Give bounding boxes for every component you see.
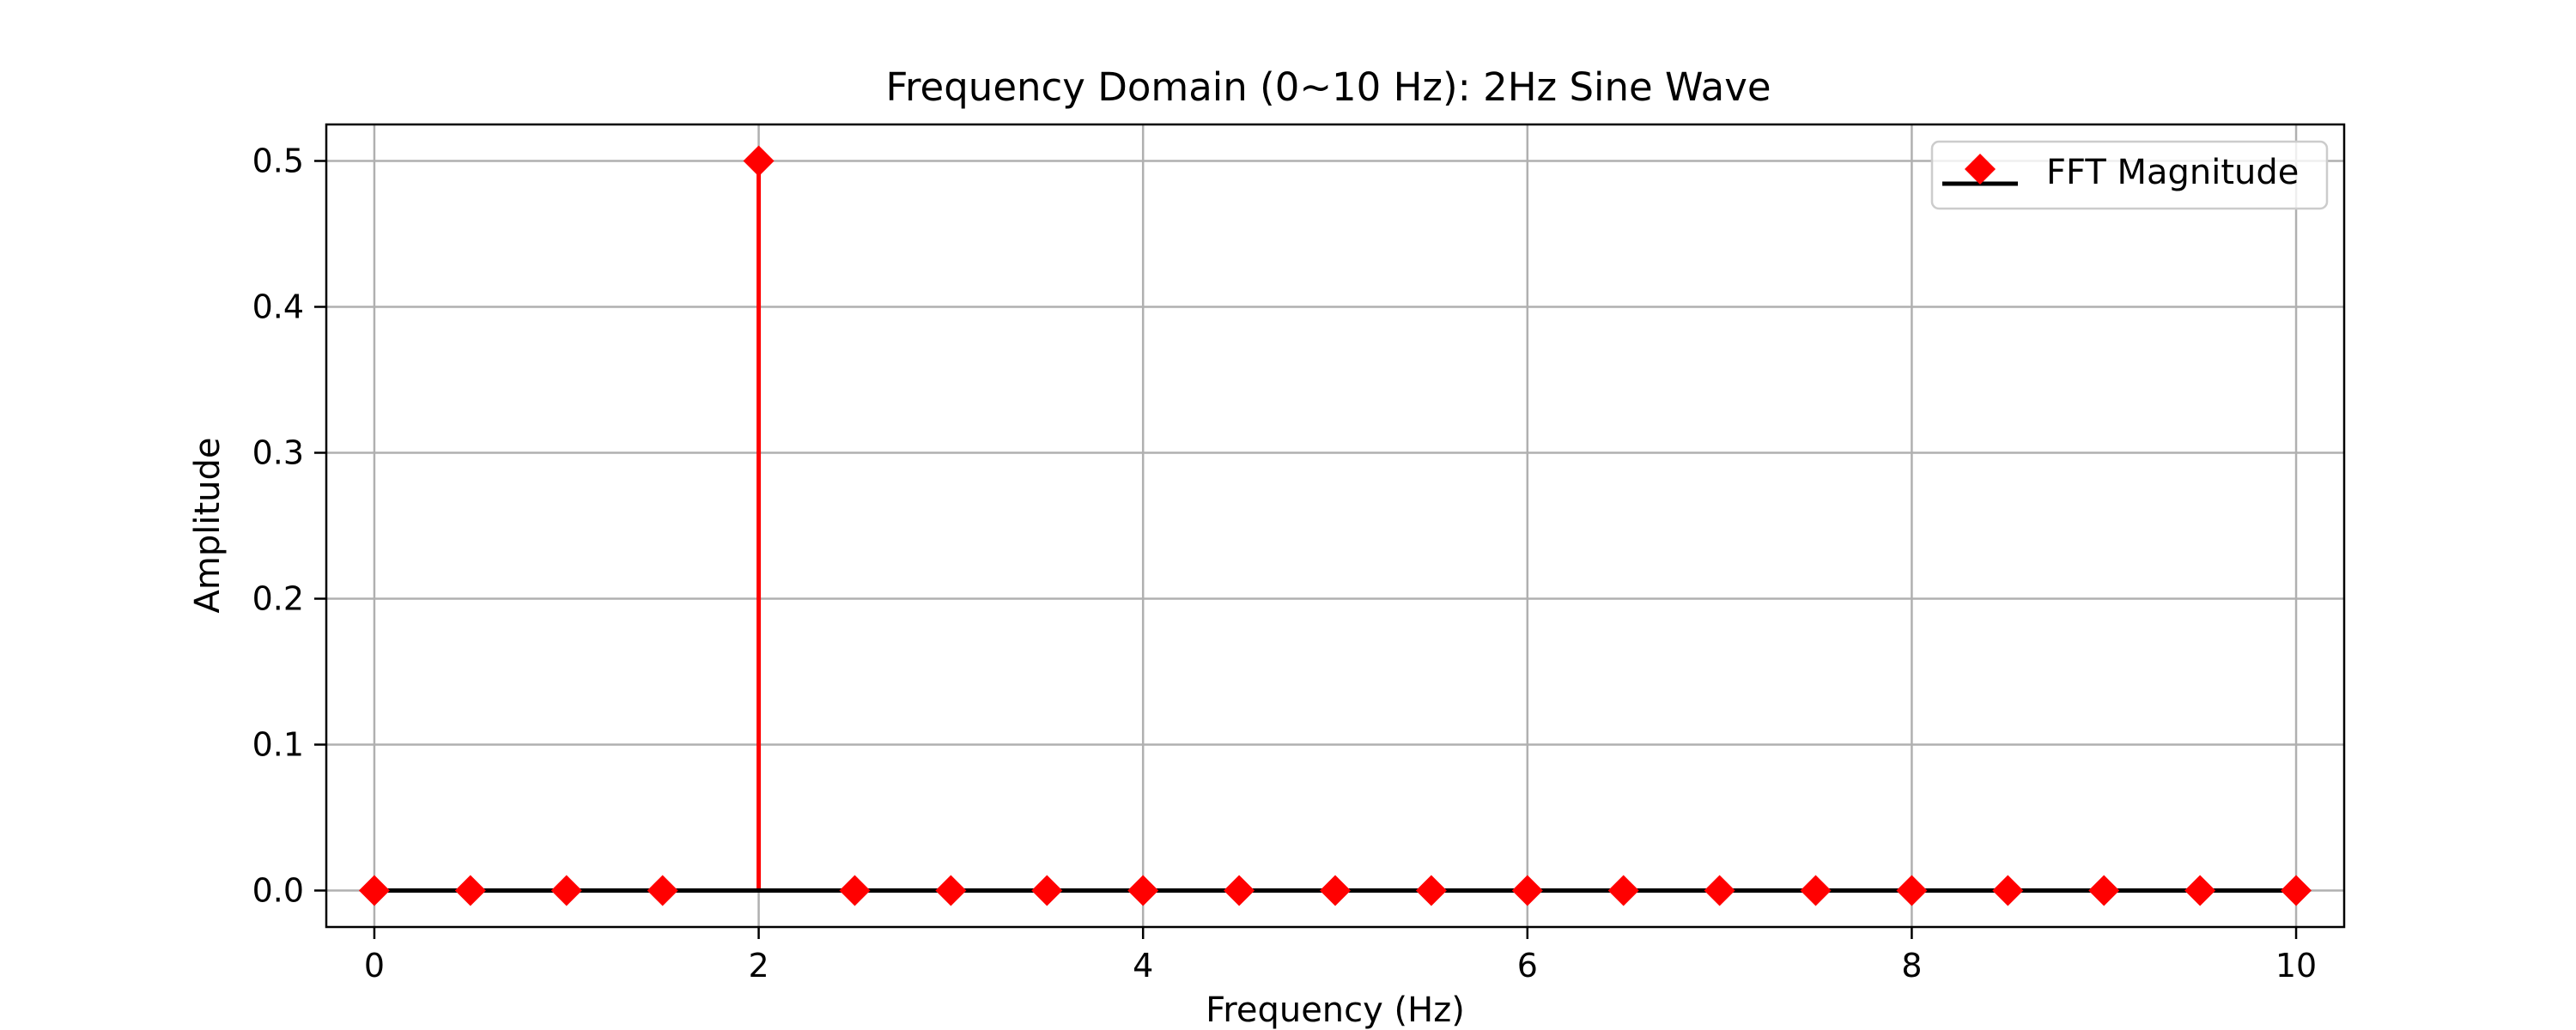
y-tick-label: 0.3 bbox=[252, 434, 304, 472]
data-point-marker bbox=[935, 875, 967, 906]
data-point-marker bbox=[1320, 875, 1351, 906]
x-tick-label: 8 bbox=[1901, 947, 1922, 985]
legend-box bbox=[1930, 140, 2329, 210]
data-point-marker bbox=[2281, 875, 2312, 906]
y-axis-label: Amplitude bbox=[188, 438, 228, 614]
data-point-marker bbox=[743, 145, 775, 177]
data-point-marker bbox=[1896, 875, 1928, 906]
y-tick-label: 0.1 bbox=[252, 726, 304, 764]
x-axis-ticks: 0 2 4 6 8 10 bbox=[364, 927, 2317, 985]
data-point-marker bbox=[550, 875, 582, 906]
data-point-marker bbox=[2088, 875, 2120, 906]
data-point-marker bbox=[1127, 875, 1159, 906]
legend: FFT Magnitude bbox=[1930, 140, 2329, 210]
data-point-marker bbox=[1511, 875, 1543, 906]
data-point-marker bbox=[1607, 875, 1639, 906]
x-axis-label: Frequency (Hz) bbox=[1206, 991, 1465, 1030]
chart-title: Frequency Domain (0~10 Hz): 2Hz Sine Wav… bbox=[885, 64, 1771, 110]
data-point-marker bbox=[1415, 875, 1447, 906]
data-point-marker bbox=[1031, 875, 1063, 906]
legend-marker-swatch bbox=[1965, 154, 1996, 185]
data-point-marker bbox=[1224, 875, 1255, 906]
x-tick-label: 0 bbox=[364, 947, 385, 985]
y-axis-ticks: 0.0 0.1 0.2 0.3 0.4 0.5 bbox=[252, 142, 326, 910]
data-point-marker bbox=[2184, 875, 2216, 906]
legend-label: FFT Magnitude bbox=[2046, 153, 2299, 192]
grid bbox=[326, 124, 2344, 927]
data-point-marker bbox=[1704, 875, 1735, 906]
y-tick-label: 0.5 bbox=[252, 142, 304, 180]
x-tick-label: 10 bbox=[2275, 947, 2317, 985]
markers bbox=[358, 145, 2312, 906]
y-tick-label: 0.2 bbox=[252, 580, 304, 618]
data-point-marker bbox=[358, 875, 390, 906]
plot-frame bbox=[325, 123, 2346, 929]
x-tick-label: 6 bbox=[1517, 947, 1538, 985]
data-point-marker bbox=[1992, 875, 2024, 906]
data-point-marker bbox=[1800, 875, 1832, 906]
x-tick-label: 2 bbox=[748, 947, 769, 985]
data-point-marker bbox=[454, 875, 486, 906]
y-tick-label: 0.0 bbox=[252, 872, 304, 910]
y-tick-label: 0.4 bbox=[252, 288, 304, 326]
x-tick-label: 4 bbox=[1133, 947, 1153, 985]
data-point-marker bbox=[647, 875, 678, 906]
data-point-marker bbox=[839, 875, 871, 906]
